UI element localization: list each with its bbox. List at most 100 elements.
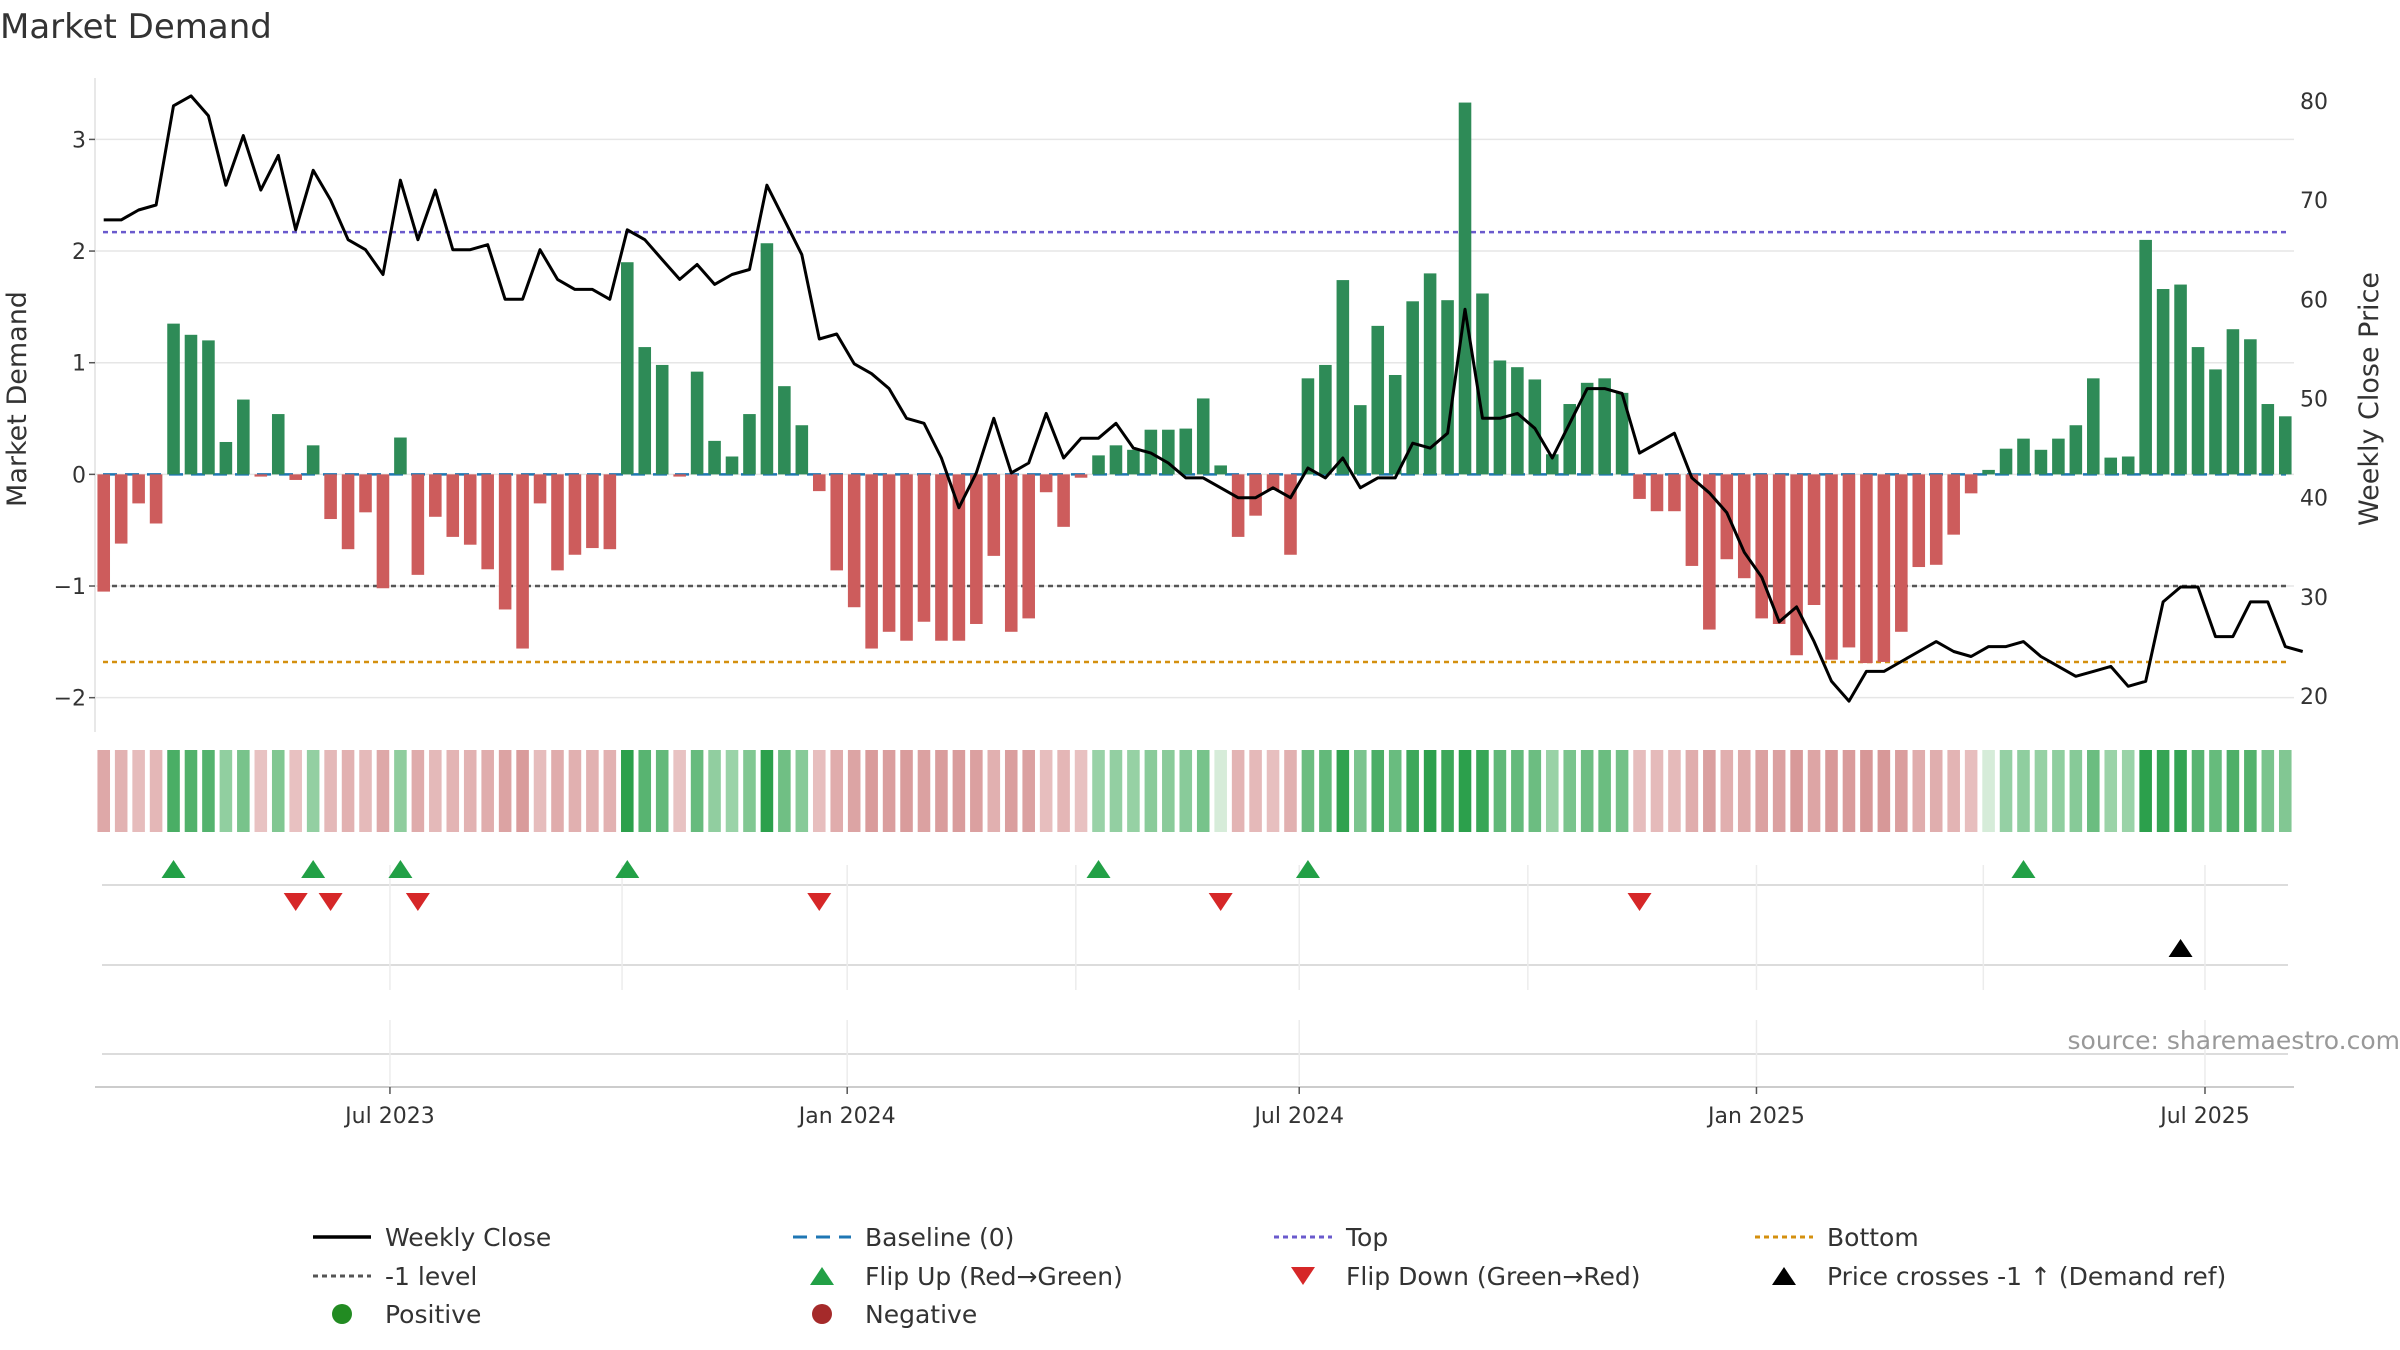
demand-bar-negative — [603, 474, 617, 550]
heat-cell — [1842, 750, 1856, 832]
demand-bar-negative — [952, 474, 966, 641]
flip-up-marker — [615, 860, 640, 878]
demand-bar-positive — [725, 456, 739, 475]
heat-cell — [1528, 750, 1542, 832]
heat-cell — [1877, 750, 1891, 832]
demand-bar-negative — [254, 474, 268, 477]
heat-cell — [1284, 750, 1297, 832]
demand-bar-negative — [1231, 474, 1245, 537]
heat-cell — [1458, 750, 1472, 832]
heat-cell — [690, 750, 704, 832]
demand-bar-positive — [219, 441, 233, 475]
y2-tick-label: 20 — [2300, 685, 2328, 710]
demand-bar-positive — [2087, 378, 2100, 475]
legend-item: Baseline (0) — [793, 1223, 1014, 1252]
demand-bar-negative — [1737, 474, 1751, 579]
heat-cell — [1301, 750, 1315, 832]
heat-cell — [533, 750, 547, 832]
demand-bar-positive — [655, 364, 669, 475]
heat-cell — [743, 750, 756, 832]
y2-tick-label: 30 — [2300, 586, 2328, 611]
heat-cell — [952, 750, 966, 832]
heat-cell — [1423, 750, 1437, 832]
heat-cell — [219, 750, 233, 832]
heat-cell — [1092, 750, 1105, 832]
demand-bar-negative — [97, 474, 111, 592]
demand-bar-positive — [2017, 438, 2030, 475]
heat-cell — [429, 750, 442, 832]
heat-cell — [1668, 750, 1681, 832]
demand-bar-positive — [1982, 469, 1995, 475]
heat-cell — [812, 750, 826, 832]
heat-cell — [568, 750, 582, 832]
heat-cell — [97, 750, 111, 832]
heat-cell — [1039, 750, 1053, 832]
heat-cell — [1196, 750, 1210, 832]
y2-tick-label: 40 — [2300, 487, 2328, 512]
demand-bar-negative — [481, 474, 494, 570]
demand-bar-negative — [341, 474, 355, 550]
heat-cell — [202, 750, 215, 832]
legend-label: Weekly Close — [385, 1223, 551, 1252]
demand-bar-positive — [2244, 339, 2257, 475]
heat-cell — [1650, 750, 1664, 832]
demand-bar-positive — [1179, 428, 1193, 475]
demand-bar-positive — [1441, 300, 1454, 475]
heat-cell — [1074, 750, 1088, 832]
legend-label: Price crosses -1 ↑ (Demand ref) — [1827, 1262, 2226, 1291]
heat-cell — [1319, 750, 1332, 832]
heat-cell — [900, 750, 913, 832]
legend: Weekly Close Baseline (0) Top Bottom -1 leve… — [313, 1223, 2226, 1329]
heat-cell — [359, 750, 372, 832]
demand-bar-negative — [376, 474, 390, 589]
price-cross-marker — [2168, 939, 2193, 957]
legend-label: Bottom — [1827, 1223, 1919, 1252]
heat-cell — [306, 750, 320, 832]
y-tick-label: 0 — [72, 463, 86, 488]
y2-tick-label: 80 — [2300, 90, 2328, 115]
demand-bar-negative — [551, 474, 564, 571]
demand-bar-positive — [690, 371, 704, 475]
heat-cell — [411, 750, 425, 832]
demand-bar-negative — [1772, 474, 1786, 624]
y2-tick-label: 50 — [2300, 388, 2328, 413]
heat-cell — [1354, 750, 1367, 832]
demand-bar-negative — [673, 474, 686, 477]
legend-item: Negative — [812, 1300, 977, 1329]
heat-cell — [551, 750, 564, 832]
demand-bar-positive — [1598, 378, 1611, 475]
heat-cell — [1109, 750, 1123, 832]
heat-cell — [149, 750, 163, 832]
demand-bar-negative — [1790, 474, 1803, 656]
heat-cell — [621, 750, 634, 832]
demand-bar-negative — [1912, 474, 1926, 568]
heat-cell — [1772, 750, 1786, 832]
demand-bar-positive — [271, 414, 285, 475]
flip-up-marker — [1295, 860, 1320, 878]
heat-cell — [987, 750, 1001, 832]
heat-cell — [1545, 750, 1559, 832]
demand-bar-positive — [1388, 374, 1402, 475]
demand-bar-positive — [795, 425, 809, 475]
demand-bar-positive — [638, 347, 652, 475]
heat-cell — [184, 750, 198, 832]
demand-bar-positive — [1127, 449, 1140, 475]
demand-bar-positive — [1371, 325, 1385, 475]
demand-heat-strip — [97, 750, 2292, 832]
heat-cell — [1598, 750, 1611, 832]
heat-cell — [830, 750, 844, 832]
y2-axis-label: Weekly Close Price — [2354, 272, 2385, 526]
demand-bar-negative — [1929, 474, 1943, 565]
heat-cell — [638, 750, 652, 832]
demand-bar-negative — [882, 474, 896, 632]
heat-cell — [2156, 750, 2170, 832]
heat-cell — [1371, 750, 1385, 832]
heat-cell — [2017, 750, 2030, 832]
x-tick-label: Jul 2023 — [343, 1104, 435, 1129]
heat-cell — [1807, 750, 1821, 832]
heat-cell — [2104, 750, 2118, 832]
demand-bar-negative — [568, 474, 582, 555]
demand-bar-negative — [865, 474, 878, 649]
demand-bar-positive — [1092, 455, 1105, 475]
heat-cell — [1144, 750, 1158, 832]
